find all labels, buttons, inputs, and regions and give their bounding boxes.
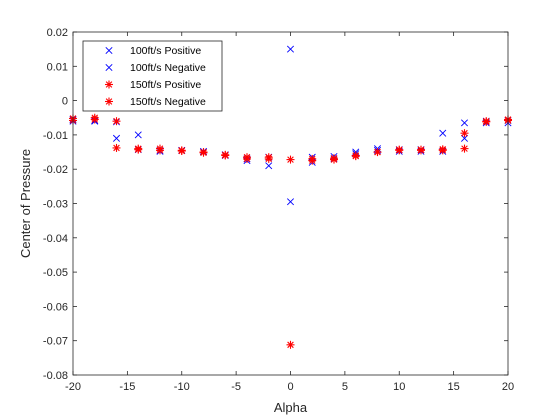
x-tick-label: -15 (119, 381, 135, 393)
data-point-star-marker (286, 340, 295, 349)
data-point-star-marker (199, 148, 208, 157)
legend-entry: 150ft/s Negative (105, 96, 206, 108)
legend-entry: 100ft/s Negative (105, 62, 206, 74)
legend-label: 150ft/s Negative (130, 96, 206, 108)
data-point-star-marker (177, 147, 186, 156)
data-point-star-marker (438, 146, 447, 155)
y-tick-label: -0.05 (43, 267, 68, 279)
x-tick-label: -5 (231, 381, 241, 393)
y-tick-label: 0.01 (47, 61, 68, 73)
data-point-star-marker (395, 145, 404, 154)
axes: -20 -15 -10 -5 0 5 10 15 20 0.02 0.01 0 -0.01 -0.02 -0… (43, 27, 514, 393)
data-point-star-marker (373, 148, 382, 157)
x-tick-label: 20 (502, 381, 514, 393)
y-axis-label: Center of Pressure (18, 149, 33, 258)
data-point-x-marker (286, 198, 295, 206)
data-point-star-marker (221, 151, 230, 160)
y-tick-label: -0.04 (43, 233, 68, 245)
data-point-star-marker (112, 117, 121, 126)
x-tick-label: 5 (342, 381, 348, 393)
data-point-x-marker (460, 119, 469, 127)
x-tick-label: 15 (448, 381, 460, 393)
legend-x-marker (105, 63, 113, 72)
data-point-star-marker (460, 144, 469, 153)
legend-entry: 100ft/s Positive (105, 45, 201, 57)
data-point-star-marker (330, 155, 338, 164)
legend-star-marker (105, 80, 113, 89)
data-point-star-marker (264, 154, 273, 163)
y-tick-label: -0.02 (43, 164, 68, 176)
y-tick-label: -0.07 (43, 336, 68, 348)
data-point-x-marker (134, 131, 142, 139)
data-point-star-marker (460, 129, 469, 138)
y-tick-label: -0.03 (43, 199, 68, 211)
data-point-x-marker (286, 45, 295, 53)
data-point-star-marker (156, 146, 164, 155)
x-tick-label: -10 (174, 381, 190, 393)
y-tick-label: 0.02 (47, 27, 68, 39)
data-point-x-marker (265, 162, 273, 170)
legend-entry: 150ft/s Positive (105, 79, 201, 91)
x-axis-label: Alpha (274, 400, 308, 415)
data-point-star-marker (243, 154, 251, 163)
data-point-x-marker (460, 134, 469, 142)
legend: 100ft/s Positive 100ft/s Negative 150ft/s … (82, 40, 223, 112)
legend-label: 150ft/s Positive (130, 79, 201, 91)
x-tick-label: 0 (287, 381, 293, 393)
y-tick-label: -0.01 (43, 130, 68, 142)
data-point-star-marker (351, 152, 360, 161)
data-marks (69, 45, 512, 349)
data-point-x-marker (439, 129, 447, 137)
legend-label: 100ft/s Negative (130, 62, 206, 74)
y-tick-label: -0.06 (43, 301, 68, 313)
legend-label: 100ft/s Positive (130, 45, 201, 57)
data-point-star-marker (417, 145, 425, 154)
y-tick-label: 0 (62, 96, 68, 108)
data-point-star-marker (90, 115, 99, 124)
legend-x-marker (105, 46, 113, 55)
data-point-x-marker (112, 134, 121, 142)
data-point-star-marker (286, 155, 295, 164)
y-tick-label: -0.08 (43, 370, 68, 382)
data-point-star-marker (112, 143, 121, 152)
legend-star-marker (105, 97, 113, 106)
data-point-star-marker (308, 156, 317, 165)
x-tick-label: -20 (65, 381, 81, 393)
data-point-star-marker (134, 145, 143, 154)
x-tick-label: 10 (393, 381, 405, 393)
data-point-star-marker (482, 117, 491, 126)
